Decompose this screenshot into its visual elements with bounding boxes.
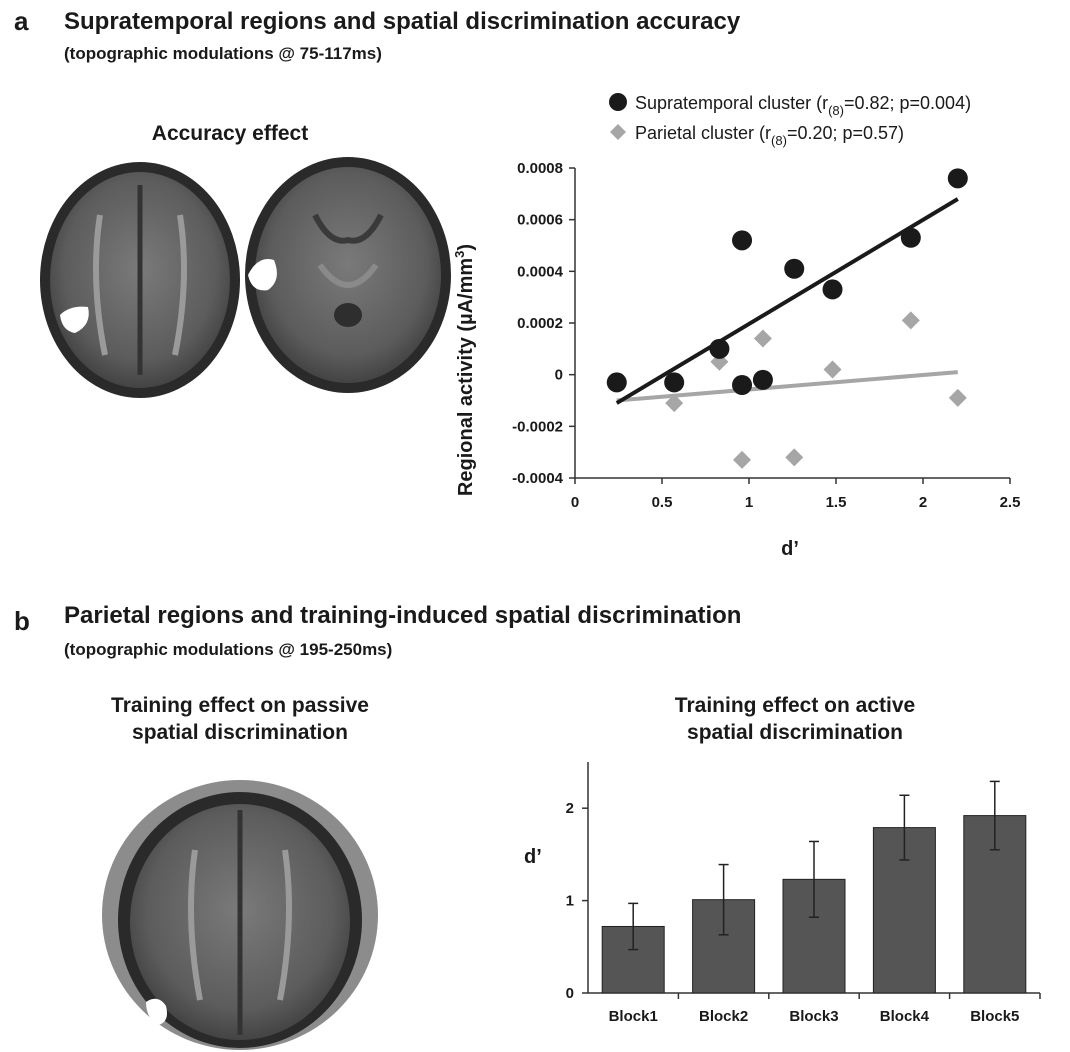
panel-a-title: Supratemporal regions and spatial discri… <box>64 8 741 35</box>
legend-marker-parietal <box>610 124 626 140</box>
bar-category-label: Block1 <box>609 1008 658 1025</box>
passive-training-title-line2: spatial discrimination <box>132 721 348 744</box>
passive-brain-image <box>102 780 378 1050</box>
point-parietal <box>665 394 684 413</box>
scatter-legend: Supratemporal cluster (r(8)=0.82; p=0.00… <box>609 93 971 148</box>
point-supratemporal <box>822 279 843 300</box>
point-parietal <box>753 329 772 348</box>
legend-parietal: Parietal cluster (r(8)=0.20; p=0.57) <box>635 123 904 148</box>
point-supratemporal <box>664 372 685 393</box>
panel-b-subtitle: (topographic modulations @ 195-250ms) <box>64 640 393 659</box>
point-supratemporal <box>732 375 753 395</box>
scatter-y-tick-label: 0.0002 <box>517 315 563 332</box>
scatter-chart: Supratemporal cluster (r(8)=0.82; p=0.00… <box>452 93 1021 560</box>
scatter-x-tick-label: 1 <box>745 494 753 511</box>
active-training-title-line1: Training effect on active <box>674 694 916 717</box>
point-supratemporal <box>947 168 968 189</box>
point-parietal <box>948 388 967 407</box>
active-training-title: Training effect on active spatial discri… <box>575 692 1015 746</box>
scatter-x-tick-label: 0 <box>571 494 579 511</box>
point-parietal <box>901 311 920 330</box>
panel-a-subtitle: (topographic modulations @ 75-117ms) <box>64 44 382 63</box>
scatter-y-tick-label: -0.0004 <box>512 470 564 487</box>
scatter-x-tick-label: 0.5 <box>652 494 673 511</box>
panel-b-letter: b <box>14 606 30 636</box>
activation-spot-left <box>60 306 89 333</box>
bar-chart: d’ 0 1 2 Block1 Block2 Block3 Block4 Block5 <box>524 762 1041 1025</box>
activation-spot-right <box>248 259 277 291</box>
scatter-y-tick-label: 0 <box>555 367 563 384</box>
scatter-x-tick-label: 2.5 <box>1000 494 1021 511</box>
panel-a-letter: a <box>14 6 29 36</box>
scatter-x-tick-label: 2 <box>919 494 927 511</box>
point-supratemporal <box>900 227 921 248</box>
scatter-x-tick-label: 1.5 <box>826 494 847 511</box>
point-parietal <box>785 448 804 467</box>
trendline-supratemporal <box>615 197 959 405</box>
scatter-y-tick-label: 0.0006 <box>517 212 563 229</box>
bar-category-label: Block3 <box>789 1008 838 1025</box>
point-supratemporal <box>752 369 773 390</box>
bar-category-label: Block5 <box>970 1008 1019 1025</box>
legend-supratemporal: Supratemporal cluster (r(8)=0.82; p=0.00… <box>635 93 971 118</box>
legend-marker-supratemporal <box>609 93 627 111</box>
passive-training-title: Training effect on passive spatial discr… <box>60 692 420 746</box>
point-supratemporal <box>732 230 753 251</box>
scatter-y-tick-label: 0.0008 <box>517 160 563 177</box>
bar-category-label: Block4 <box>880 1008 930 1025</box>
bar-y-tick-label: 2 <box>566 800 574 817</box>
brain-slice-left <box>40 162 240 398</box>
bar-y-tick-label: 0 <box>566 985 574 1002</box>
point-parietal <box>823 360 842 379</box>
passive-training-title-line1: Training effect on passive <box>111 694 369 717</box>
active-training-title-line2: spatial discrimination <box>687 721 903 744</box>
brain-slice-right <box>245 157 451 393</box>
panel-b-title: Parietal regions and training-induced sp… <box>64 602 742 629</box>
scatter-y-tick-label: 0.0004 <box>517 263 564 280</box>
bar-category-label: Block2 <box>699 1008 748 1025</box>
bar-y-tick-label: 1 <box>566 893 574 910</box>
point-supratemporal <box>784 258 805 279</box>
accuracy-effect-title: Accuracy effect <box>151 122 309 145</box>
scatter-y-tick-label: -0.0002 <box>512 418 563 435</box>
scatter-y-axis-label: Regional activity (µA/mm3) <box>452 244 477 496</box>
accuracy-brain-images <box>40 157 451 398</box>
bar-y-axis-label: d’ <box>524 846 542 868</box>
activation-spot-parietal <box>146 998 167 1025</box>
point-supratemporal <box>709 338 730 359</box>
scatter-x-axis-label: d’ <box>781 538 799 560</box>
point-parietal <box>733 450 752 469</box>
point-supratemporal <box>606 372 627 393</box>
